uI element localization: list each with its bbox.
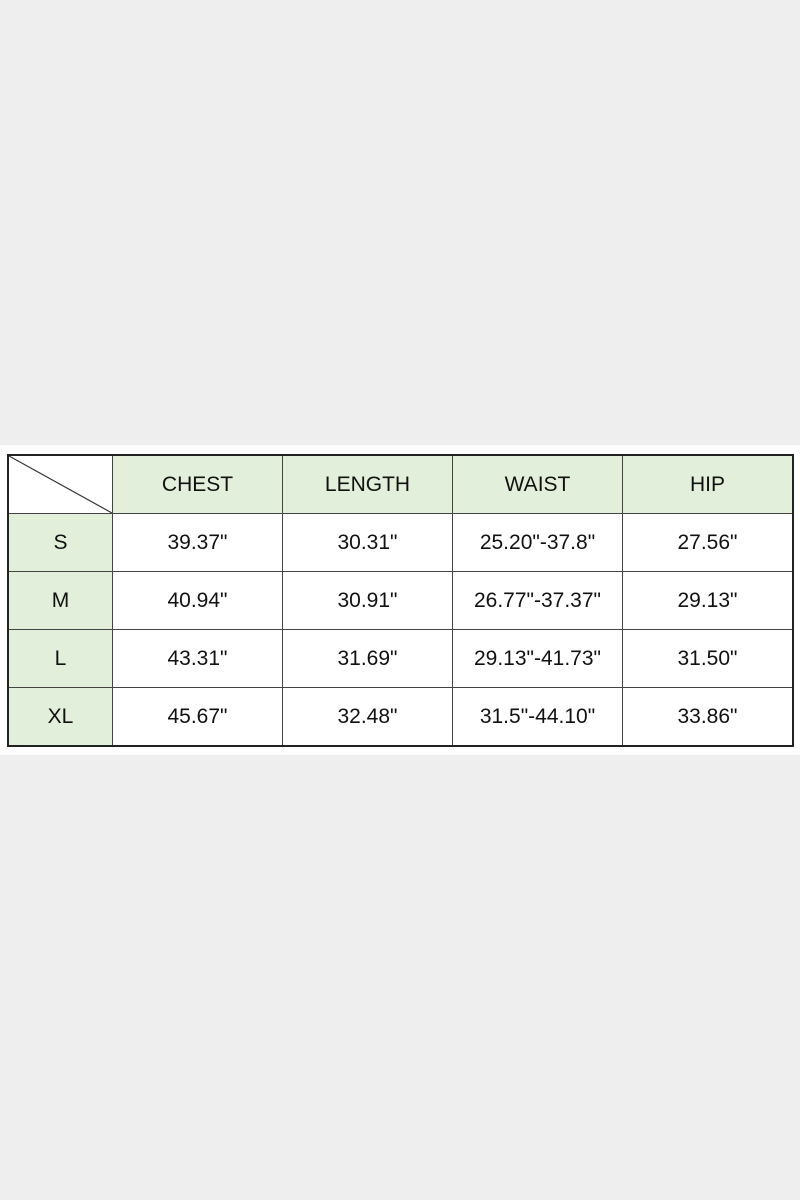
cell-waist: 31.5"-44.10" [452, 687, 623, 747]
size-chart-table: CHEST LENGTH WAIST HIP S 39.37" 30.31" 2… [7, 454, 794, 747]
cell-chest: 43.31" [112, 629, 283, 688]
cell-length: 32.48" [282, 687, 453, 747]
cell-hip: 33.86" [622, 687, 794, 747]
corner-cell [7, 454, 113, 514]
cell-hip: 29.13" [622, 571, 794, 630]
cell-hip: 27.56" [622, 513, 794, 572]
cell-waist: 26.77"-37.37" [452, 571, 623, 630]
table-row: S 39.37" 30.31" 25.20"-37.8" 27.56" [7, 513, 794, 572]
cell-chest: 40.94" [112, 571, 283, 630]
diagonal-line-icon [9, 456, 112, 513]
cell-length: 31.69" [282, 629, 453, 688]
cell-chest: 45.67" [112, 687, 283, 747]
cell-chest: 39.37" [112, 513, 283, 572]
header-row: CHEST LENGTH WAIST HIP [7, 454, 794, 514]
cell-waist: 29.13"-41.73" [452, 629, 623, 688]
table-row: M 40.94" 30.91" 26.77"-37.37" 29.13" [7, 571, 794, 630]
size-label: M [7, 571, 113, 630]
header-waist: WAIST [452, 454, 623, 514]
size-label: S [7, 513, 113, 572]
cell-hip: 31.50" [622, 629, 794, 688]
cell-waist: 25.20"-37.8" [452, 513, 623, 572]
cell-length: 30.31" [282, 513, 453, 572]
size-label: XL [7, 687, 113, 747]
header-hip: HIP [622, 454, 794, 514]
table-row: XL 45.67" 32.48" 31.5"-44.10" 33.86" [7, 687, 794, 747]
header-chest: CHEST [112, 454, 283, 514]
table-row: L 43.31" 31.69" 29.13"-41.73" 31.50" [7, 629, 794, 688]
header-length: LENGTH [282, 454, 453, 514]
cell-length: 30.91" [282, 571, 453, 630]
size-label: L [7, 629, 113, 688]
